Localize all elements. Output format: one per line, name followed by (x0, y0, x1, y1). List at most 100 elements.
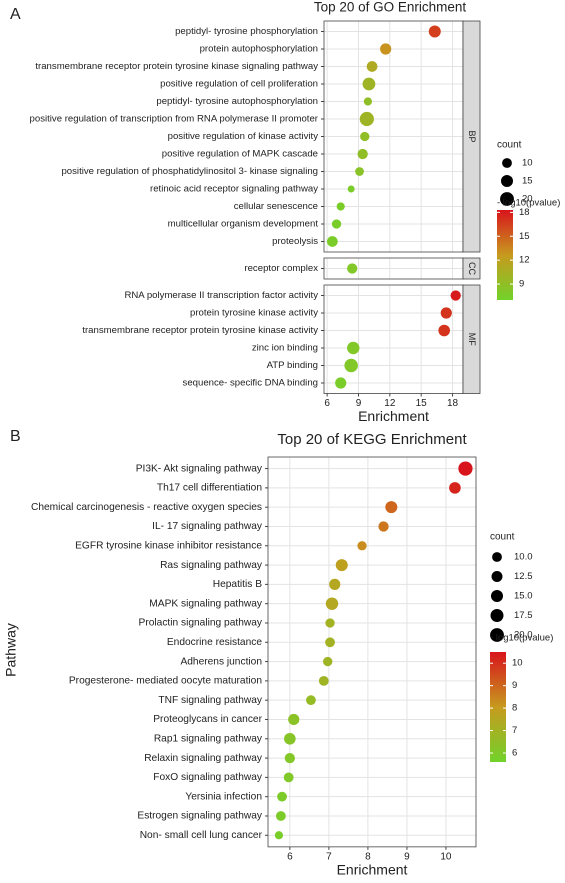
bubble (385, 501, 398, 514)
category-label: Proteoglycans in cancer (153, 714, 262, 725)
category-label: TNF signaling pathway (158, 695, 263, 706)
category-label: IL- 17 signaling pathway (152, 521, 263, 532)
category-label: Prolactin signaling pathway (139, 618, 263, 629)
category-label: Th17 cell differentiation (157, 483, 262, 494)
x-tick-label: 9 (356, 398, 362, 409)
size-legend-key (500, 174, 514, 188)
color-legend-title: - log10(pvalue) (497, 198, 560, 209)
bubble (288, 713, 300, 726)
size-legend-key (492, 552, 502, 562)
category-label: Adherens junction (180, 656, 262, 667)
bubble (306, 695, 316, 706)
size-legend-label: 15 (522, 176, 533, 187)
size-legend-key (491, 571, 503, 582)
bubble (325, 597, 339, 610)
bubble (325, 618, 335, 628)
category-label: peptidyl- tyrosine phosphorylation (175, 26, 318, 37)
x-tick-label: 6 (324, 398, 330, 409)
facet-label: BP (467, 130, 477, 142)
size-legend-label: 12.5 (514, 571, 533, 582)
color-legend-label: 12 (519, 255, 530, 266)
category-label: FoxO signaling pathway (153, 772, 263, 783)
x-tick-label: 18 (447, 398, 459, 409)
category-label: proteolysis (272, 236, 318, 247)
category-label: Ras signaling pathway (160, 560, 263, 571)
bubble (283, 772, 294, 783)
category-label: receptor complex (244, 263, 318, 274)
size-legend-label: 17.5 (514, 610, 533, 621)
category-label: transmembrane receptor protein tyrosine … (82, 325, 318, 336)
bubble (347, 341, 360, 355)
category-label: retinoic acid receptor signaling pathway (150, 184, 318, 195)
bubble (458, 461, 473, 476)
color-legend-label: 15 (519, 231, 530, 242)
color-legend-label: 6 (512, 748, 517, 759)
category-label: transmembrane receptor protein tyrosine … (35, 61, 318, 72)
y-axis-title: Pathway (3, 623, 19, 677)
color-legend-label: 10 (512, 658, 523, 669)
bubble (347, 185, 355, 193)
x-tick-label: 10 (440, 852, 452, 863)
bubble (357, 148, 368, 160)
bubble (344, 358, 358, 373)
bubble (274, 831, 284, 840)
x-axis-title: Enrichment (358, 408, 429, 424)
x-tick-label: 6 (287, 852, 293, 863)
bubble (284, 752, 295, 764)
bubble (275, 811, 286, 821)
size-legend-key (490, 609, 504, 622)
bubble (378, 521, 389, 532)
category-label: Estrogen signaling pathway (137, 811, 262, 822)
category-label: Progesterone- mediated oocyte maturation (69, 676, 262, 687)
category-label: RNA polymerase II transcription factor a… (124, 290, 318, 301)
color-legend-label: 7 (512, 725, 517, 736)
category-label: zinc ion binding (252, 343, 318, 354)
panel-border (267, 456, 477, 848)
bubble (323, 656, 333, 667)
chart-title: Top 20 of KEGG Enrichment (277, 431, 467, 448)
bubble (438, 324, 450, 337)
size-legend-title: count (497, 140, 522, 151)
color-bar (490, 652, 506, 762)
size-legend-key (500, 192, 514, 206)
bubble (318, 675, 329, 686)
category-label: EGFR tyrosine kinase inhibitor resistanc… (75, 540, 262, 551)
bubble (380, 43, 392, 55)
x-axis-title: Enrichment (337, 862, 408, 878)
bubble (428, 25, 441, 38)
color-legend-label: 8 (512, 703, 517, 714)
bubble (347, 263, 358, 274)
bubble (450, 290, 461, 301)
size-legend-label: 20.0 (514, 630, 533, 641)
bubble (359, 111, 374, 127)
size-legend-label: 20 (522, 194, 533, 205)
category-label: Rap1 signaling pathway (154, 733, 263, 744)
bubble (277, 791, 287, 802)
category-label: Chemical carcinogenesis - reactive oxyge… (31, 502, 262, 513)
color-legend-title: - log10(pvalue) (490, 633, 553, 644)
facet-strip (462, 257, 481, 280)
chart-title: Top 20 of GO Enrichment (314, 0, 467, 15)
category-label: PI3K- Akt signaling pathway (136, 463, 263, 474)
bubble (366, 61, 378, 72)
category-label: peptidyl- tyrosine autophosphorylation (156, 96, 318, 107)
bubble (357, 541, 367, 551)
category-label: protein autophosphorylation (200, 44, 318, 55)
x-tick-label: 9 (404, 852, 410, 863)
panel-tag: A (10, 6, 21, 23)
category-label: Hepatitis B (213, 579, 262, 590)
panel (324, 285, 463, 394)
size-legend-title: count (490, 532, 515, 543)
category-label: Non- small cell lung cancer (140, 830, 263, 841)
bubble (335, 377, 347, 389)
size-legend-key (502, 158, 512, 168)
size-legend-key (490, 628, 504, 642)
facet-label: MF (467, 333, 477, 346)
category-label: Yersinia infection (185, 791, 262, 802)
category-label: Relaxin signaling pathway (144, 753, 263, 764)
category-label: positive regulation of cell proliferatio… (160, 79, 318, 90)
bubble (284, 732, 296, 745)
color-bar (497, 210, 513, 300)
category-label: MAPK signaling pathway (149, 598, 263, 609)
